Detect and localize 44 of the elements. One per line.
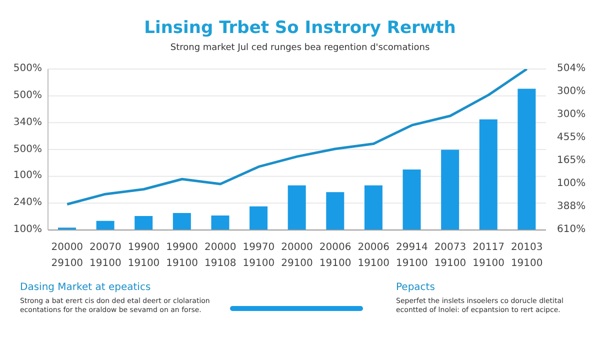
bar [288, 185, 306, 230]
text: 165% [557, 155, 586, 166]
text: 500% [13, 144, 42, 154]
text: 455% [557, 132, 586, 143]
text: 500% [13, 63, 42, 74]
x-tick-label: 20006 19100 [358, 242, 390, 269]
text: 504% [557, 63, 586, 74]
text: 100% [13, 170, 42, 182]
bar [402, 170, 421, 230]
bar [479, 119, 498, 230]
x-tick-label: 20000 19108 [204, 242, 236, 269]
bar [211, 215, 230, 230]
text: Pepacts [396, 282, 435, 293]
bar [250, 206, 268, 230]
x-tick-label: 20006 19100 [319, 242, 352, 269]
x-tick-label: 19900 19100 [128, 242, 160, 269]
text: 500% [13, 90, 42, 101]
x-tick-label: 20000 29100 [281, 242, 313, 269]
x-tick-label: 20073 19100 [434, 242, 466, 269]
text: 300% [557, 86, 586, 97]
text: 340% [13, 116, 42, 128]
x-tick-label: 20103 19100 [510, 242, 543, 269]
text: 300% [557, 109, 586, 120]
x-tick-label: 20070 19100 [90, 242, 122, 269]
bar [364, 185, 382, 230]
bar [172, 213, 191, 230]
text: 100% [13, 224, 42, 235]
text: 240% [13, 197, 42, 208]
bar [134, 216, 153, 230]
text: 610% [557, 224, 586, 235]
bar [518, 88, 536, 230]
bar [441, 150, 460, 230]
x-tick-label: 20117 19100 [472, 242, 504, 269]
bar [326, 192, 344, 230]
bar [96, 220, 114, 230]
chart-title: Linsing Trbet So Instrory Rerwth [143, 18, 457, 38]
text: 388% [557, 201, 586, 212]
x-tick-label: 20000 29100 [51, 242, 84, 269]
x-tick-label: 19970 19100 [242, 242, 275, 269]
chart-subtitle: Strong market Jul ced runges bea regention d'scomations [169, 43, 431, 53]
text: 100% [557, 178, 586, 189]
x-tick-label: 29914 19100 [396, 242, 428, 269]
text: Dasing Market at epeatics [20, 282, 151, 293]
x-tick-label: 19900 19100 [166, 242, 198, 269]
